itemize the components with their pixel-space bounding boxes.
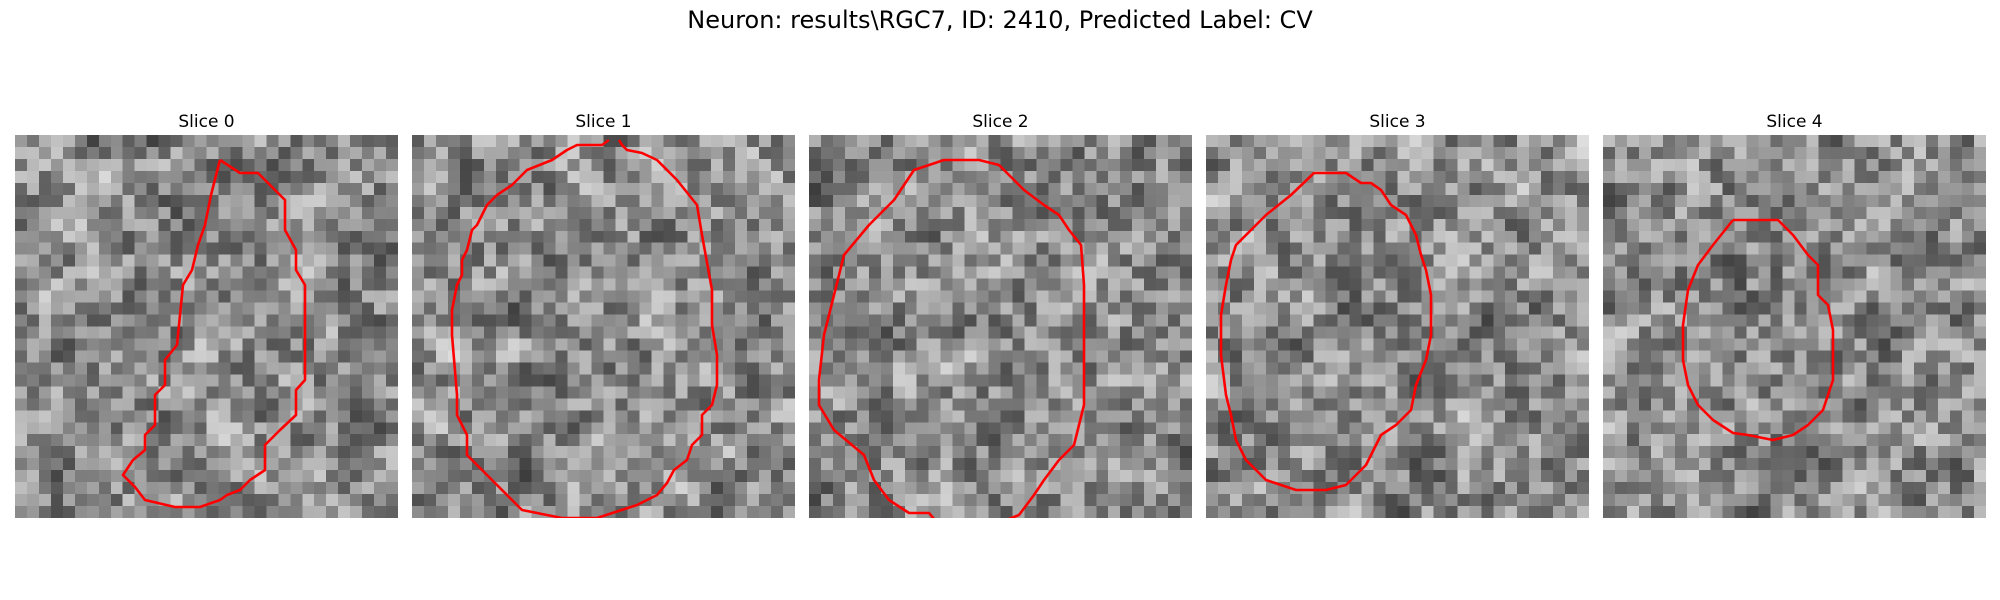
grayscale-patch (1206, 135, 1589, 518)
slice-panel-0: Slice 0 (15, 112, 398, 518)
slice-panel-3: Slice 3 (1206, 112, 1589, 518)
grayscale-patch (1603, 135, 1986, 518)
slice-image (1206, 135, 1589, 518)
slice-image (1603, 135, 1986, 518)
slice-image (15, 135, 398, 518)
slice-panel-2: Slice 2 (809, 112, 1192, 518)
cell-contour (121, 158, 307, 509)
slice-title: Slice 1 (575, 112, 632, 132)
slice-title: Slice 0 (178, 112, 235, 132)
figure-title: Neuron: results\RGC7, ID: 2410, Predicte… (687, 6, 1313, 34)
grayscale-patch (809, 135, 1192, 518)
cell-contour (817, 158, 1086, 518)
cell-contour (1219, 171, 1433, 492)
grayscale-patch (412, 135, 795, 518)
cell-contour (1681, 218, 1835, 442)
slice-panel-1: Slice 1 (412, 112, 795, 518)
slice-title: Slice 3 (1369, 112, 1426, 132)
slice-image (412, 135, 795, 518)
slice-title: Slice 2 (972, 112, 1029, 132)
slice-panel-4: Slice 4 (1603, 112, 1986, 518)
cell-contour (450, 138, 719, 518)
slice-image (809, 135, 1192, 518)
grayscale-patch (15, 135, 398, 518)
slice-title: Slice 4 (1766, 112, 1823, 132)
